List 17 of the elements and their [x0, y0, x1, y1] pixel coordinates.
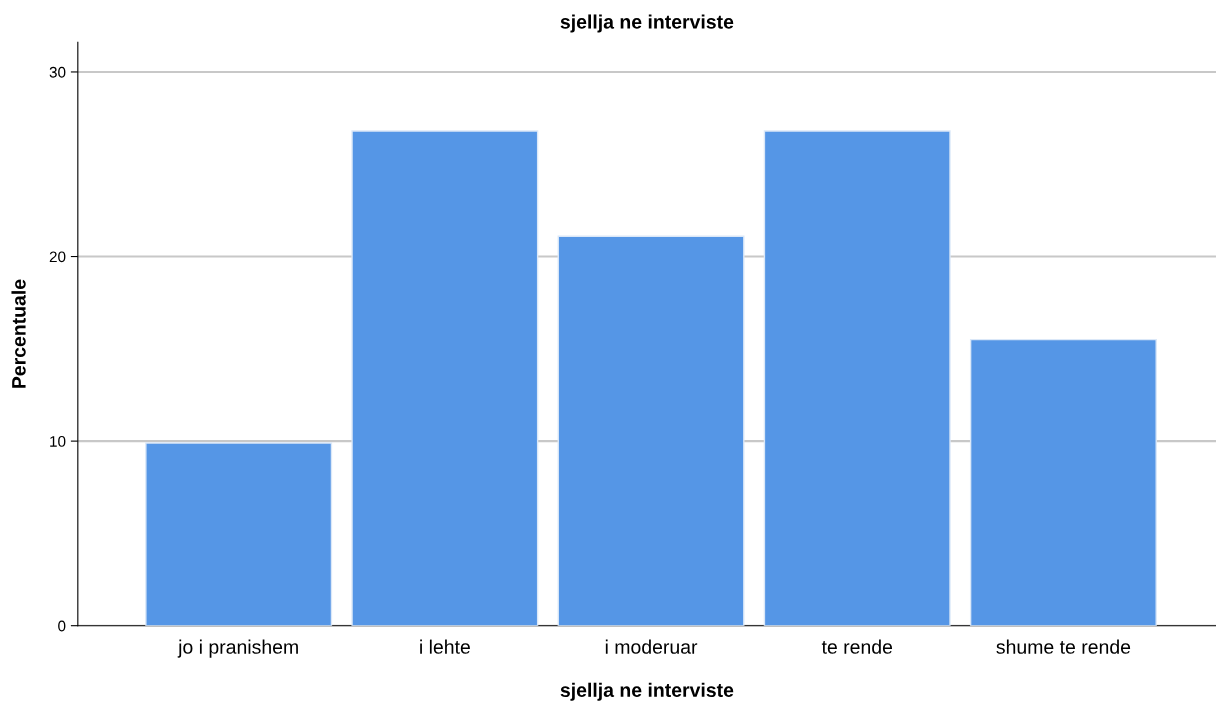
bar: [351, 130, 539, 626]
x-tick-label: te rende: [821, 639, 893, 654]
y-axis-title: Percentuale: [11, 279, 26, 388]
y-tick-label: 10: [50, 435, 66, 447]
x-tick-label: i moderuar: [605, 639, 698, 654]
x-tick-label: shume te rende: [996, 639, 1131, 654]
bar: [763, 130, 951, 626]
bar: [145, 442, 333, 626]
y-tick-label: 20: [49, 251, 66, 263]
chart-title: sjellja ne interviste: [560, 14, 734, 33]
bar: [557, 235, 745, 626]
bar: [969, 338, 1157, 626]
x-tick-label: i lehte: [420, 639, 470, 654]
y-tick-label: 0: [58, 620, 66, 632]
x-axis-title: sjellja ne interviste: [560, 682, 734, 701]
x-tick-label: jo i pranishem: [177, 639, 298, 658]
y-tick-label: 30: [49, 66, 66, 78]
